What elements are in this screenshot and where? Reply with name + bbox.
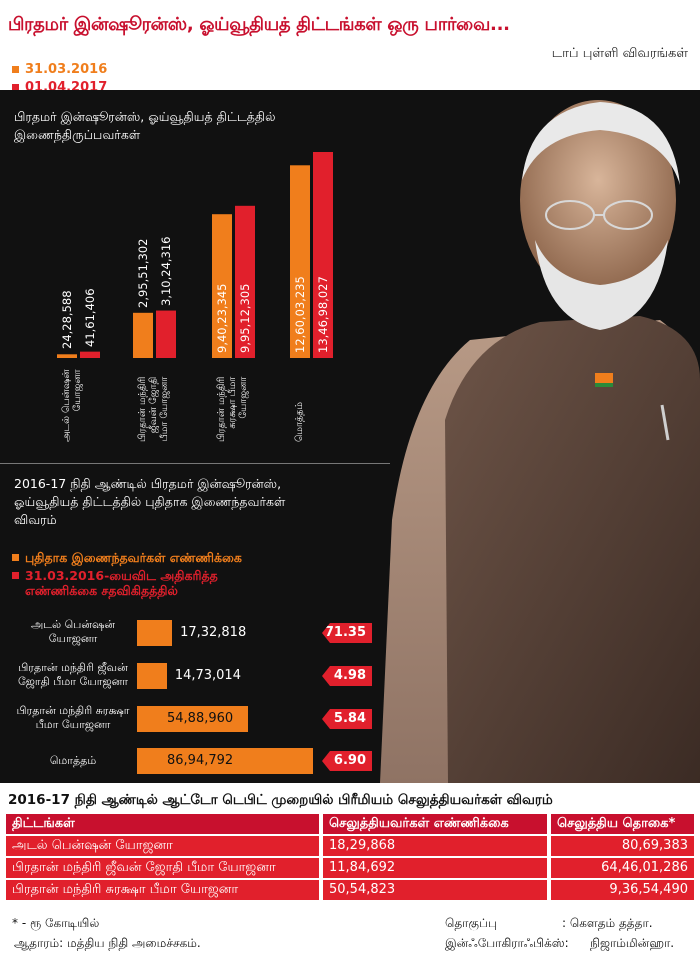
category-label-line: சுரக்ஷா பீமா: [227, 376, 238, 429]
category-label: மொத்தம்: [294, 402, 305, 442]
page-title: பிரதமர் இன்ஷூரன்ஸ், ஓய்வூதியத் திட்டங்கள…: [8, 14, 510, 35]
portrait-photo: [380, 100, 700, 783]
bar-value-label: 13,46,98,027: [316, 276, 330, 353]
new-members-bar: [137, 706, 249, 732]
bar-value-label: 24,28,588: [60, 290, 74, 350]
dark-panel: பிரதமர் இன்ஷூரன்ஸ், ஓய்வூதியத் திட்டத்தி…: [0, 90, 700, 783]
page-subtitle: டாப் புள்ளி விவரங்கள்: [551, 46, 688, 61]
bar-2017-1: [156, 310, 176, 358]
bar-value-label: 9,95,12,305: [238, 283, 252, 354]
chart2-title-line: 2016-17 நிதி ஆண்டில் பிரதமர் இன்ஷூரன்ஸ்,: [14, 476, 282, 491]
bar-2016-2: [212, 214, 232, 358]
category-label: அடல் பென்ஷன் யோஜனா: [61, 369, 83, 442]
chart2-legend-new: புதிதாக இணைந்தவர்கள் எண்ணிக்கை: [12, 550, 242, 565]
legend-swatch-red: [12, 572, 19, 579]
bar-value-label: 41,61,406: [83, 288, 97, 347]
legend-swatch-orange: [12, 66, 19, 73]
new-members-value: 54,88,960: [167, 711, 234, 726]
chart2-title-line: ஓய்வூதியத் திட்டத்தில் புதிதாக இணைந்தவர்…: [14, 494, 286, 509]
table-cell: 50,54,823: [323, 880, 547, 900]
table-cell: பிரதான் மந்திரி ஜீவன் ஜோதி பீமா யோஜனா: [6, 858, 319, 878]
chart2-legend-pct: 31.03.2016-யைவிட அதிகரித்த எண்ணிக்கை சதவ…: [12, 568, 218, 598]
category-label-line: அடல் பென்ஷன்: [61, 369, 72, 442]
table-header-cell: திட்டங்கள்: [6, 814, 319, 834]
table-cell: பிரதான் மந்திரி சுரக்ஷா பீமா யோஜனா: [6, 880, 319, 900]
category-label-line: யோஜனா: [238, 376, 249, 419]
row-label-line: ஜோதி பீமா யோஜனா: [17, 675, 129, 688]
new-members-value: 86,94,792: [167, 753, 234, 768]
chart2-title-line: விவரம்: [14, 512, 57, 527]
category-label: பிரதான் மந்திரி சுரக்ஷா பீமா யோஜனா: [216, 377, 249, 442]
bar-2017-2: [235, 205, 255, 358]
chart1-title-line: பிரதமர் இன்ஷூரன்ஸ், ஓய்வூதியத் திட்டத்தி…: [14, 109, 276, 124]
table-cell: 18,29,868: [323, 836, 547, 856]
new-members-bar: [137, 620, 173, 646]
row-label: மொத்தம்: [14, 754, 132, 768]
table-header-cell: செலுத்திய தொகை*: [551, 814, 694, 834]
bar-value-label: 12,60,03,235: [293, 276, 307, 353]
category-label-line: பிரதான் மந்திரி: [137, 376, 148, 442]
bar-2016-0: [57, 354, 77, 358]
footnote: * - ரூ கோடியில்: [12, 916, 100, 930]
table-cell: 80,69,383: [551, 836, 694, 856]
compiled-label: தொகுப்பு: [445, 916, 497, 930]
table-cell: அடல் பென்ஷன் யோஜனா: [6, 836, 319, 856]
new-members-bar: [137, 748, 313, 774]
legend-swatch-orange: [12, 554, 19, 561]
chart2-legend-line: 31.03.2016-யைவிட அதிகரித்த: [25, 568, 218, 583]
percent-badge: 4.98: [322, 666, 372, 686]
category-label-line: ஜீவன் ஜோதி: [148, 376, 159, 434]
table-cell: 64,46,01,286: [551, 858, 694, 878]
bar-2017-3: [313, 152, 333, 358]
row-label: பிரதான் மந்திரி சுரக்ஷா பீமா யோஜனா: [14, 704, 132, 732]
category-label-line: பீமா யோஜனா: [159, 376, 170, 442]
row-label: அடல் பென்ஷன் யோஜனா: [14, 618, 132, 646]
chart1-title: பிரதமர் இன்ஷூரன்ஸ், ஓய்வூதியத் திட்டத்தி…: [14, 108, 276, 144]
table-title: 2016-17 நிதி ஆண்டில் ஆட்டோ டெபிட் முறையி…: [8, 792, 553, 808]
new-members-bar: [137, 663, 167, 689]
chart2-title: 2016-17 நிதி ஆண்டில் பிரதமர் இன்ஷூரன்ஸ்,…: [14, 475, 285, 529]
legend-swatch-red: [12, 84, 19, 91]
section-divider: [0, 463, 390, 464]
source-note: ஆதாரம்: மத்திய நிதி அமைச்சகம்.: [14, 936, 201, 950]
graphics-by: நிஜாம்மின்ஹா.: [590, 936, 675, 950]
category-label-line: பிரதான் மந்திரி: [216, 376, 227, 442]
row-label-line: அடல் பென்ஷன்: [31, 618, 115, 631]
row-label-line: பீமா யோஜனா: [35, 718, 111, 731]
graphics-label: இன்ஃபோகிராஃபிக்ஸ்:: [445, 936, 569, 950]
legend-label-2016: 31.03.2016: [25, 62, 108, 77]
bar-2017-0: [80, 351, 100, 358]
bar-2016-1: [133, 312, 153, 358]
legend-item-2016: 31.03.2016: [12, 62, 107, 77]
new-members-value: 17,32,818: [180, 625, 247, 640]
bar-value-label: 9,40,23,345: [215, 283, 229, 354]
bar-value-label: 3,10,24,316: [159, 236, 173, 306]
category-label-line: மொத்தம்: [294, 401, 305, 442]
row-label-line: யோஜனா: [48, 632, 98, 645]
row-label: பிரதான் மந்திரி ஜீவன் ஜோதி பீமா யோஜனா: [14, 661, 132, 689]
category-label-line: யோஜனா: [72, 369, 83, 412]
row-label-line: பிரதான் மந்திரி சுரக்ஷா: [16, 704, 130, 717]
chart2-legend-line: எண்ணிக்கை சதவிகிதத்தில்: [25, 583, 178, 598]
chart1-title-line: இணைந்திருப்பவர்கள்: [14, 127, 141, 142]
bar-2016-3: [290, 165, 310, 358]
new-members-value: 14,73,014: [174, 668, 241, 683]
chart2-legend-label-new: புதிதாக இணைந்தவர்கள் எண்ணிக்கை: [25, 550, 242, 565]
table-cell: 9,36,54,490: [551, 880, 694, 900]
chart2-legend-label-pct: 31.03.2016-யைவிட அதிகரித்த எண்ணிக்கை சதவ…: [25, 568, 218, 598]
row-label-line: பிரதான் மந்திரி ஜீவன்: [18, 661, 128, 674]
percent-badge: 5.84: [322, 709, 372, 729]
percent-badge: 71.35: [322, 623, 372, 643]
bar-value-label: 2,95,51,302: [136, 238, 150, 308]
chart1-bars: [57, 152, 333, 358]
percent-badge: 6.90: [322, 751, 372, 771]
row-label-line: மொத்தம்: [49, 754, 97, 767]
category-label: பிரதான் மந்திரி ஜீவன் ஜோதி பீமா யோஜனா: [137, 377, 170, 442]
compiled-by: : கௌதம் தத்தா.: [562, 916, 653, 930]
table-cell: 11,84,692: [323, 858, 547, 878]
table-header-cell: செலுத்தியவர்கள் எண்ணிக்கை: [323, 814, 547, 834]
